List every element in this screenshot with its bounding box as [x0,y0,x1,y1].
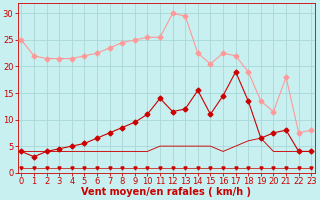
X-axis label: Vent moyen/en rafales ( km/h ): Vent moyen/en rafales ( km/h ) [81,187,251,197]
